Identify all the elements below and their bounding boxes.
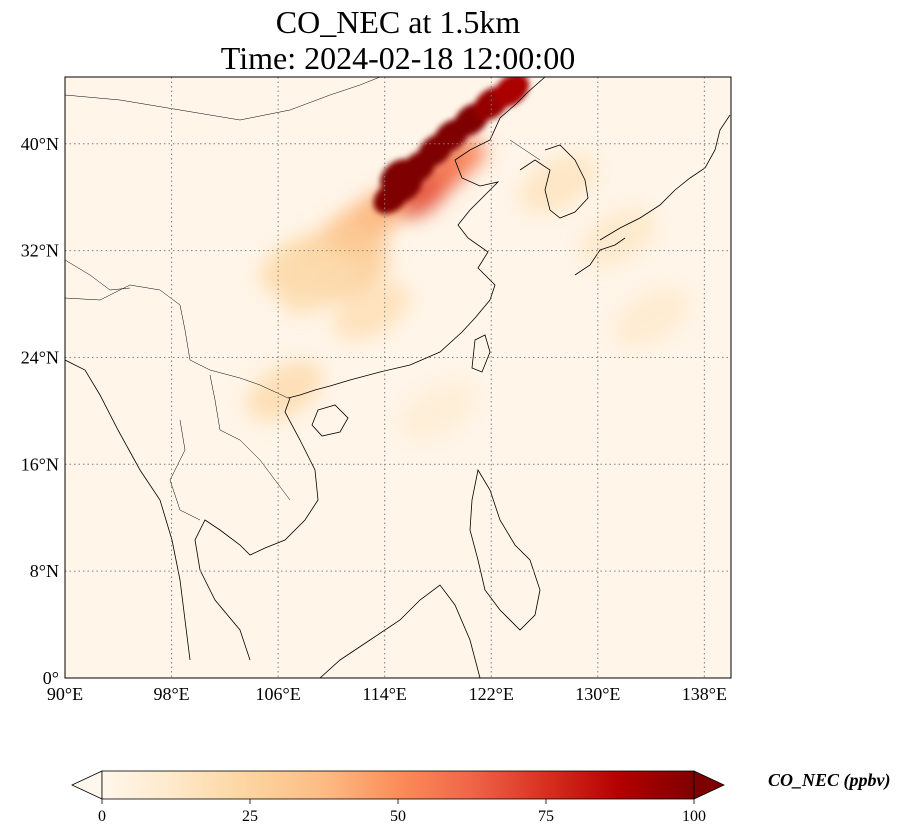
colorbar-tick-label: 100: [682, 808, 706, 825]
burma-coastline: [65, 359, 191, 661]
colorbar-tick-label: 50: [390, 808, 406, 825]
plume-cell: [399, 381, 477, 441]
border-laos-vietnam: [209, 374, 291, 501]
lat-tick-label: 24°N: [21, 347, 59, 367]
lat-tick-label: 40°N: [21, 134, 59, 154]
lon-tick-label: 106°E: [256, 684, 301, 704]
plume-cell: [519, 154, 597, 214]
colorbar-tick-label: 75: [538, 808, 554, 825]
map-subtitle-time: Time: 2024-02-18 12:00:00: [220, 40, 576, 76]
lon-tick-label: 138°E: [682, 684, 727, 704]
plume-cell: [333, 281, 410, 341]
philippines-coastline: [469, 468, 541, 631]
colorbar-gradient: [101, 770, 695, 800]
hainan-coastline: [311, 404, 349, 437]
colorbar-extend-max: [693, 770, 725, 800]
plume-cell: [493, 77, 529, 108]
lon-tick-label: 130°E: [575, 684, 620, 704]
border-thailand: [169, 419, 201, 521]
plume-cell: [279, 254, 357, 314]
plume-cell: [246, 361, 324, 421]
lat-tick-label: 16°N: [21, 454, 59, 474]
lat-tick-label: 32°N: [21, 241, 59, 261]
korea-coastline: [519, 144, 589, 219]
colorbar: 0 25 50 75 100: [71, 770, 725, 825]
border-china-mongolia: [65, 77, 381, 121]
country-borders: [65, 77, 541, 521]
coastlines: [65, 77, 731, 678]
map-frame: [64, 76, 732, 679]
gridlines: [65, 77, 731, 678]
japan-kyushu-coastline: [574, 237, 626, 276]
china-east-coastline: [287, 77, 546, 399]
borneo-coastline: [319, 584, 481, 678]
longitude-tick-labels: 90°E 98°E 106°E 114°E 122°E 130°E 138°E: [47, 684, 727, 704]
indochina-coastline: [194, 397, 319, 661]
lat-tick-label: 0°: [43, 668, 59, 688]
lon-tick-label: 114°E: [362, 684, 407, 704]
border-china-southwest: [65, 284, 289, 399]
colorbar-ticks: 0 25 50 75 100: [98, 799, 706, 825]
plume-cell: [612, 287, 690, 347]
map-title: CO_NEC at 1.5km: [275, 4, 521, 40]
colorbar-tick-label: 25: [242, 808, 258, 825]
latitude-tick-labels: 0° 8°N 16°N 24°N 32°N 40°N: [21, 134, 59, 688]
border-india: [65, 259, 131, 291]
lon-tick-label: 122°E: [469, 684, 514, 704]
colorbar-title: CO_NEC (ppbv): [768, 770, 891, 790]
colorbar-tick-label: 0: [98, 808, 106, 825]
map-panel: [65, 77, 731, 678]
lon-tick-label: 98°E: [153, 684, 189, 704]
taiwan-coastline: [471, 334, 491, 373]
japan-coastline: [599, 114, 731, 241]
colorbar-extend-min: [71, 770, 103, 800]
lat-tick-label: 8°N: [30, 561, 59, 581]
lon-tick-label: 90°E: [47, 684, 83, 704]
co-plume-core: [373, 77, 529, 214]
